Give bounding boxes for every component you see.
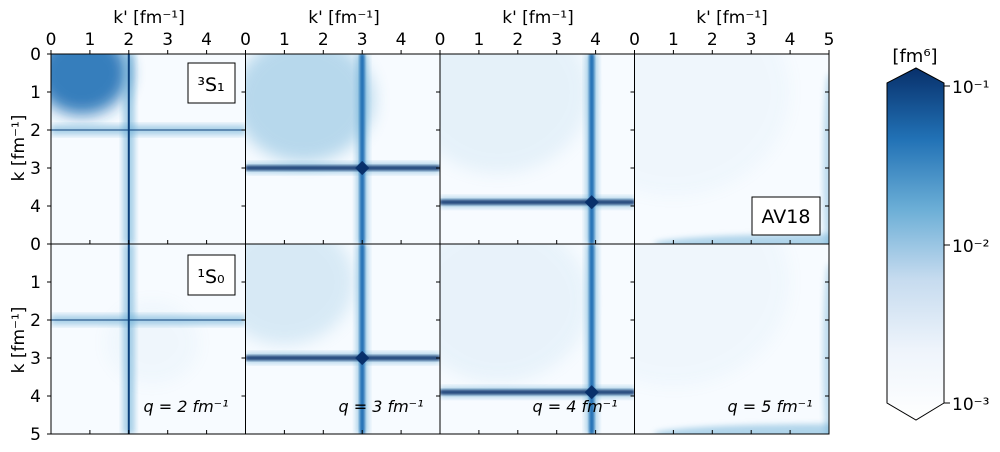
top-tick-label: 4 — [590, 30, 601, 50]
ridge-line-horizontal — [245, 355, 440, 361]
low-momentum-region — [440, 244, 590, 383]
axes: 0 1 2 3 4 0 1 2 3 4 0 1 2 3 4 0 1 2 3 4 5 0 1 2 3 4 0 1 2 3 4 5 — [30, 30, 834, 445]
panel-frame — [634, 243, 830, 435]
q-label: q = 3 fm⁻¹ — [338, 397, 423, 416]
ridge-line-horizontal — [440, 389, 635, 395]
top-tick-label: 1 — [84, 30, 95, 50]
top-axis-labels: k' [fm⁻¹] k' [fm⁻¹] k' [fm⁻¹] k' [fm⁻¹] — [113, 8, 768, 28]
q-label: q = 2 fm⁻¹ — [143, 397, 228, 416]
left-tick-label: 3 — [30, 159, 41, 179]
q-label: q = 4 fm⁻¹ — [532, 397, 617, 416]
model-box: AV18 — [751, 196, 821, 236]
heatmap-panel — [440, 54, 635, 244]
q-label: q = 5 fm⁻¹ — [727, 397, 812, 416]
heatmap-panel — [51, 244, 246, 434]
left-tick-label: 0 — [30, 45, 41, 65]
colorbar-body — [886, 67, 945, 421]
heatmap-panel — [440, 244, 635, 434]
heatmap-panel — [634, 244, 829, 434]
top-axis-label: k' [fm⁻¹] — [502, 8, 574, 28]
top-tick-label: 4 — [201, 30, 212, 50]
top-tick-label: 2 — [318, 30, 329, 50]
left-tick-label: 2 — [30, 311, 41, 331]
ridge-line-vertical — [359, 244, 365, 434]
channel-label-top: ³S₁ — [197, 74, 224, 96]
top-tick-label: 1 — [668, 30, 679, 50]
low-momentum-region — [634, 54, 791, 197]
top-tick-label: 4 — [785, 30, 796, 50]
top-axis-label: k' [fm⁻¹] — [113, 8, 185, 28]
ridge-line-vertical — [589, 244, 595, 434]
left-tick-label: 1 — [30, 273, 41, 293]
left-tick-label: 5 — [30, 425, 41, 445]
channel-box-top: ³S₁ — [187, 62, 236, 104]
top-tick-label: 1 — [473, 30, 484, 50]
low-momentum-region — [440, 54, 590, 174]
ridge-line-vertical — [359, 54, 365, 244]
colorbar-unit: [fm⁶] — [892, 46, 937, 67]
top-tick-label: 0 — [435, 30, 446, 50]
low-momentum-region — [245, 54, 374, 163]
low-momentum-region — [245, 244, 355, 345]
left-tick-label: 3 — [30, 349, 41, 369]
top-tick-label: 2 — [707, 30, 718, 50]
left-tick-label: 4 — [30, 197, 41, 217]
top-tick-label: 3 — [551, 30, 562, 50]
top-tick-label: 0 — [46, 30, 57, 50]
ridge-crossing — [584, 195, 599, 210]
left-axis-label: k [fm⁻¹] — [9, 307, 29, 374]
top-tick-label: 3 — [162, 30, 173, 50]
top-tick-label: 2 — [123, 30, 134, 50]
top-axis-label: k' [fm⁻¹] — [308, 8, 380, 28]
colorbar-tick: 10⁻³ — [952, 395, 989, 415]
top-tick-label: 4 — [396, 30, 407, 50]
left-tick-label: 1 — [30, 83, 41, 103]
top-axis-label: k' [fm⁻¹] — [696, 8, 768, 28]
left-tick-label: 4 — [30, 387, 41, 407]
corner-glow — [823, 263, 829, 434]
top-tick-label: 0 — [240, 30, 251, 50]
ridge-crossing — [355, 350, 370, 366]
top-tick-label: 2 — [512, 30, 523, 50]
heatmap-panel — [245, 244, 440, 434]
model-label: AV18 — [762, 206, 811, 228]
q-labels: q = 2 fm⁻¹ q = 3 fm⁻¹ q = 4 fm⁻¹ q = 5 f… — [143, 397, 812, 416]
ridge-line-horizontal — [245, 165, 440, 171]
ridge-crossing — [355, 160, 370, 176]
top-tick-label: 1 — [279, 30, 290, 50]
heatmap-panels — [51, 54, 829, 434]
channel-box-bottom: ¹S₀ — [187, 254, 236, 296]
top-tick-label: 3 — [357, 30, 368, 50]
channel-label-bottom: ¹S₀ — [197, 266, 224, 288]
ridge-line-horizontal — [440, 199, 635, 205]
low-momentum-region — [51, 54, 129, 115]
colorbar-tick: 10⁻² — [952, 237, 989, 257]
top-tick-label: 0 — [629, 30, 640, 50]
corner-glow — [823, 73, 829, 244]
low-momentum-region — [634, 244, 791, 387]
ridge-crossing — [584, 385, 599, 400]
low-momentum-region — [105, 301, 199, 385]
heatmap-panel — [245, 54, 440, 244]
colorbar: [fm⁶] 10⁻¹ 10⁻² 10⁻³ — [886, 46, 989, 421]
left-tick-label: 2 — [30, 121, 41, 141]
left-tick-label: 0 — [30, 235, 41, 255]
ridge-line-vertical — [589, 54, 595, 244]
colorbar-tick: 10⁻¹ — [952, 78, 989, 98]
top-tick-label: 3 — [746, 30, 757, 50]
left-axis-label: k [fm⁻¹] — [9, 115, 29, 182]
corner-glow — [654, 234, 829, 244]
corner-glow — [654, 424, 829, 434]
top-tick-label: 5 — [824, 30, 835, 50]
